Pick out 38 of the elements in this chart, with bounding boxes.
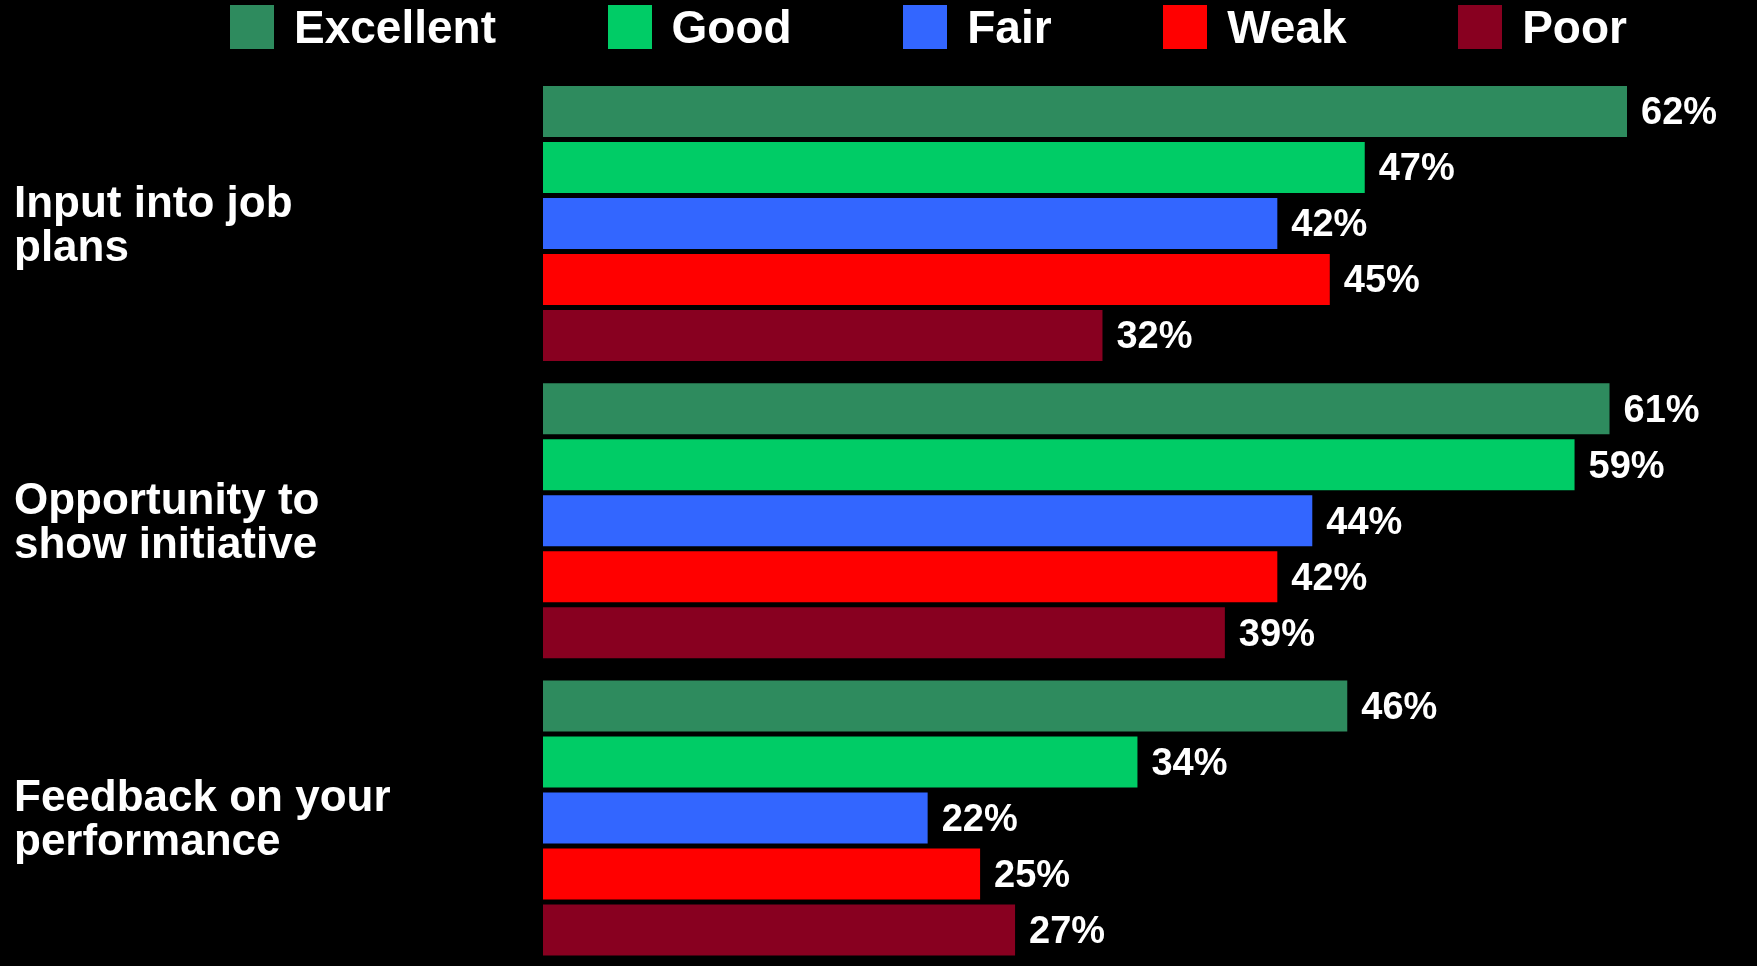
bar [543,736,1138,788]
bar [543,383,1610,435]
bar [543,551,1278,603]
y-tick-label: Feedback on your performance [14,770,391,864]
data-label: 42% [1291,555,1368,598]
legend-label: Poor [1522,0,1627,54]
data-label: 61% [1623,387,1700,430]
y-tick-label: Input into job plans [14,176,293,270]
bar [543,141,1365,193]
data-label: 39% [1238,611,1315,654]
data-label: 44% [1326,499,1403,542]
legend-label: Weak [1227,0,1347,54]
data-label: 22% [941,797,1018,840]
bar [543,197,1278,249]
bar [543,309,1103,361]
data-label: 25% [994,853,1071,896]
legend-label: Fair [967,0,1052,54]
bar [543,85,1627,137]
data-label: 27% [1029,909,1106,952]
data-label: 59% [1588,443,1665,486]
bar [543,848,981,900]
data-label: 45% [1343,258,1420,301]
y-tick-label: Opportunity to show initiative [14,473,320,567]
bar [543,904,1016,956]
legend-label: Good [671,0,792,54]
bar [543,495,1313,547]
data-label: 32% [1116,314,1193,357]
bar [543,253,1330,305]
bar [543,439,1575,491]
data-label: 62% [1641,90,1718,133]
data-label: 42% [1291,202,1368,245]
bar [543,792,928,844]
data-label: 34% [1151,741,1228,784]
bar [543,680,1348,732]
legend-label: Excellent [294,0,496,54]
data-label: 46% [1361,685,1438,728]
bar [543,607,1225,659]
data-label: 47% [1378,146,1455,189]
